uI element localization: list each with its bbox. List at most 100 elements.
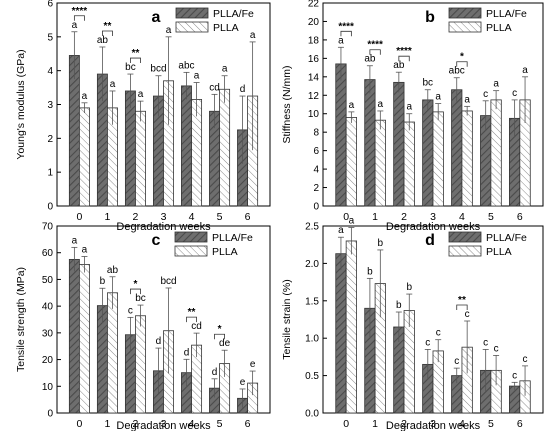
x-tick-label: 0 [343, 211, 349, 223]
significance-letter: a [138, 89, 144, 100]
bar-plla [461, 110, 473, 207]
significance-letter: ab [364, 54, 376, 65]
x-tick-label: 4 [189, 211, 195, 223]
legend-swatch-plla-fe [174, 231, 208, 243]
y-tick-label: 0 [313, 202, 319, 213]
x-tick-label: 5 [217, 211, 223, 223]
x-tick-label: 3 [161, 418, 167, 430]
x-tick-label: 4 [459, 418, 465, 430]
significance-letter: cd [191, 321, 202, 332]
x-tick-label: 6 [245, 211, 251, 223]
significance-letter: b [406, 282, 412, 293]
significance-letter: b [396, 300, 402, 311]
legend-swatch-plla [175, 21, 209, 33]
significance-letter: ab [107, 265, 119, 276]
legend-label: PLLA [212, 246, 238, 258]
significance-letter: c [436, 328, 441, 339]
significance-letter: a [82, 91, 88, 102]
significance-bracket [73, 15, 85, 21]
y-tick-label: 0 [47, 409, 53, 420]
panel-letter: b [425, 9, 435, 26]
legend-swatch-plla [448, 245, 482, 257]
legend-swatch-plla [448, 21, 482, 33]
bar-plla [374, 119, 386, 207]
significance-letter: a [435, 92, 441, 103]
significance-letter: d [184, 347, 190, 358]
x-tick-label: 3 [430, 418, 436, 430]
significance-letter: a [110, 79, 116, 90]
legend-swatch-plla [174, 245, 208, 257]
significance-bracket [456, 304, 468, 310]
significance-letter: a [222, 64, 228, 75]
significance-stars: * [134, 279, 138, 290]
significance-stars: **** [338, 21, 354, 32]
significance-letter: de [219, 338, 231, 349]
significance-bracket [186, 316, 197, 323]
y-axis-label: Stiffness (N/mm) [281, 66, 293, 144]
significance-letter: e [250, 359, 256, 370]
y-tick-label: 40 [42, 302, 54, 313]
significance-letter: a [250, 30, 256, 41]
significance-stars: ** [132, 48, 140, 59]
x-tick-label: 3 [161, 211, 167, 223]
significance-letter: c [494, 343, 499, 354]
significance-letter: bc [135, 293, 146, 304]
significance-letter: c [512, 370, 517, 381]
bar-plla-fe [364, 79, 376, 207]
y-axis-label: Young's modulus (GPa) [15, 49, 27, 159]
panel-a: 0 1 2 3 4 5 6 Young's modulus (GPa) 0 1 2 3 4 5 6 Degra… [15, 0, 271, 233]
x-tick-label: 5 [488, 418, 494, 430]
significance-letter: a [493, 79, 499, 90]
x-tick-label: 2 [401, 211, 407, 223]
y-tick-label: 4 [313, 165, 319, 176]
significance-letter: c [483, 89, 488, 100]
panel-c: 0 10 20 30 40 50 60 70 Tensile strength (MPa) 0 1 2… [15, 222, 271, 431]
y-tick-label: 12 [308, 91, 320, 102]
significance-letter: c [465, 309, 470, 320]
significance-stars: * [460, 52, 464, 63]
significance-bracket [369, 49, 381, 55]
bar-plla [107, 292, 118, 414]
significance-letter: ab [393, 60, 405, 71]
significance-letter: d [212, 367, 218, 378]
significance-letter: bcd [160, 276, 176, 287]
x-tick-label: 4 [459, 211, 465, 223]
legend-label: PLLA [486, 22, 512, 34]
significance-letter: c [128, 305, 133, 316]
y-tick-label: 0.5 [305, 371, 319, 382]
bar-plla-fe [68, 258, 80, 414]
y-tick-label: 6 [47, 0, 53, 10]
y-tick-label: 16 [308, 54, 320, 65]
x-tick-label: 0 [76, 418, 82, 430]
significance-letter: c [523, 354, 528, 365]
panel-letter: c [152, 232, 161, 249]
bar-plla [432, 111, 444, 207]
significance-letter: a [464, 94, 470, 105]
x-tick-label: 5 [217, 418, 223, 430]
bar-plla [79, 264, 90, 414]
bar-plla [135, 315, 146, 414]
y-tick-label: 50 [42, 275, 54, 286]
x-axis-label: Degradation weeks [116, 221, 211, 233]
y-tick-label: 0 [47, 202, 53, 213]
bar-plla [345, 117, 357, 207]
x-tick-label: 0 [343, 418, 349, 430]
significance-stars: **** [367, 40, 383, 51]
significance-letter: e [240, 377, 246, 388]
bar-plla [219, 88, 231, 207]
y-tick-label: 4 [47, 66, 53, 77]
significance-letter: b [378, 238, 384, 249]
x-tick-label: 0 [76, 211, 82, 223]
y-tick-label: 0.0 [305, 409, 319, 420]
y-tick-label: 14 [308, 72, 320, 83]
significance-stars: ** [458, 295, 466, 306]
y-tick-label: 5 [47, 32, 53, 43]
significance-letter: a [338, 35, 344, 46]
significance-letter: b [367, 266, 373, 277]
y-tick-label: 20 [308, 17, 320, 28]
bar-plla-fe [335, 63, 347, 207]
legend-label: PLLA [486, 246, 512, 258]
x-tick-label: 2 [133, 211, 139, 223]
y-tick-label: 1 [47, 168, 53, 179]
